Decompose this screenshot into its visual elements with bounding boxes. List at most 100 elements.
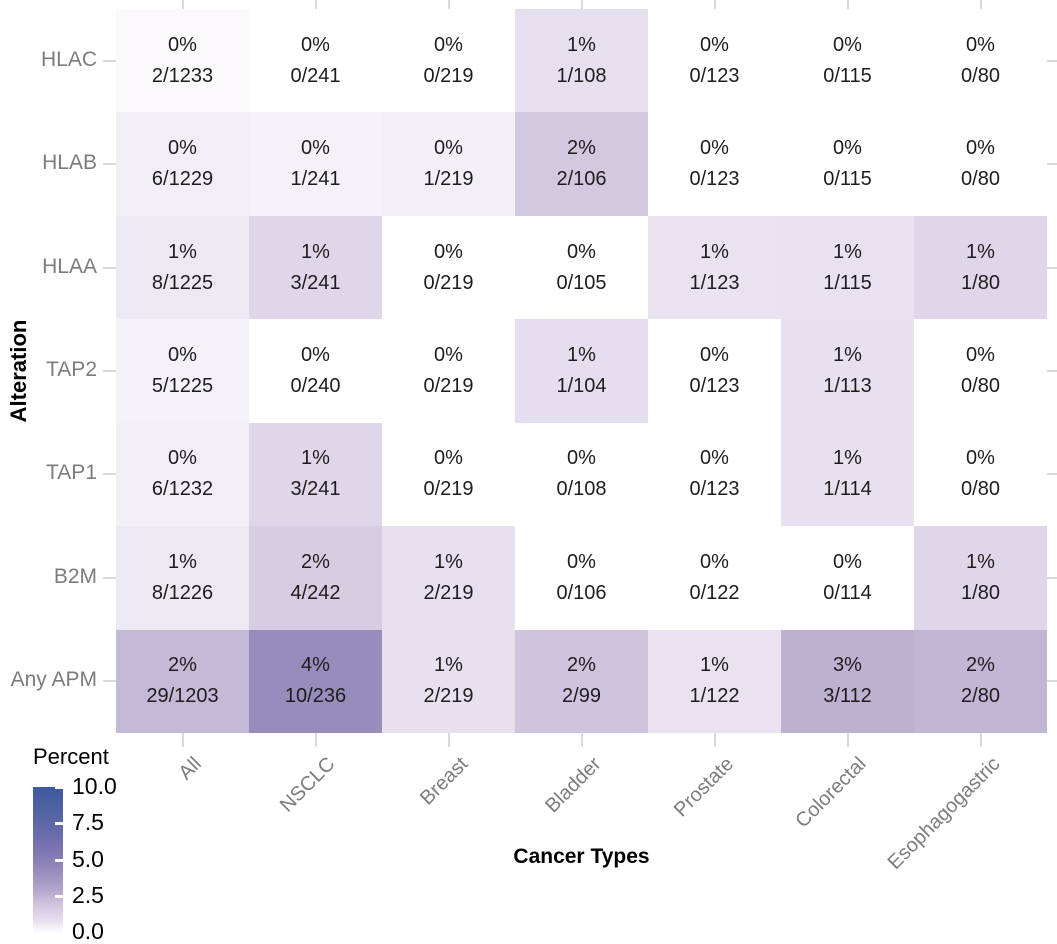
cell-fraction-label: 0/241	[290, 64, 341, 87]
heatmap-cell: 1% 2/219	[382, 629, 515, 733]
axis-tick	[713, 0, 716, 9]
y-axis-tick-label: TAP1	[46, 461, 97, 485]
cell-fraction-label: 1/241	[290, 168, 341, 191]
heatmap-cell: 0% 2/1233	[116, 9, 249, 113]
cell-fraction-label: 1/80	[961, 581, 1000, 604]
cell-percent-label: 0%	[966, 447, 995, 470]
heatmap-cell: 4% 10/236	[249, 629, 382, 733]
heatmap-cell: 0% 0/80	[914, 422, 1047, 527]
cell-percent-label: 1%	[567, 33, 596, 56]
cell-percent-label: 0%	[168, 343, 197, 366]
axis-tick	[181, 733, 184, 747]
y-axis-tick-label: HLAA	[42, 254, 97, 278]
cell-percent-label: 4%	[301, 654, 330, 677]
axis-tick	[181, 0, 184, 9]
cell-fraction-label: 0/122	[689, 581, 740, 604]
cell-percent-label: 0%	[168, 33, 197, 56]
heatmap-cell: 3% 3/112	[781, 629, 914, 733]
heatmap-cell: 1% 1/80	[914, 215, 1047, 320]
cell-percent-label: 0%	[833, 33, 862, 56]
axis-tick	[1047, 473, 1057, 476]
axis-tick	[1047, 680, 1057, 683]
cell-fraction-label: 2/219	[423, 581, 474, 604]
cell-percent-label: 0%	[301, 137, 330, 160]
heatmap-cell: 0% 0/106	[515, 526, 648, 630]
heatmap-cell: 0% 0/115	[781, 112, 914, 216]
axis-tick	[447, 0, 450, 9]
cell-fraction-label: 0/115	[823, 64, 872, 87]
cell-percent-label: 0%	[301, 33, 330, 56]
heatmap-cell: 1% 1/104	[515, 319, 648, 423]
legend-tick-label: 0.0	[72, 918, 104, 944]
cell-percent-label: 0%	[434, 137, 463, 160]
cell-percent-label: 0%	[567, 240, 596, 263]
axis-tick	[103, 370, 116, 372]
cell-percent-label: 1%	[434, 654, 463, 677]
cell-fraction-label: 10/236	[284, 685, 347, 708]
heatmap-cell: 0% 6/1232	[116, 422, 249, 527]
heatmap-cell: 1% 3/241	[249, 422, 382, 527]
cell-fraction-label: 1/123	[689, 271, 740, 294]
y-axis-tick-label: B2M	[53, 564, 97, 588]
cell-fraction-label: 0/123	[689, 168, 740, 191]
axis-tick	[846, 733, 849, 747]
heatmap-cell: 2% 2/80	[914, 629, 1047, 733]
heatmap-cell: 0% 0/105	[515, 215, 648, 320]
axis-tick	[580, 733, 583, 747]
cell-fraction-label: 1/113	[823, 374, 872, 397]
legend-tick-mark	[55, 858, 63, 862]
cell-fraction-label: 0/240	[290, 374, 341, 397]
cell-fraction-label: 2/99	[562, 685, 601, 708]
axis-tick	[580, 0, 583, 9]
cell-fraction-label: 1/114	[823, 478, 872, 501]
cell-fraction-label: 2/106	[556, 168, 607, 191]
heatmap-cell: 0% 0/219	[382, 422, 515, 527]
cell-percent-label: 2%	[168, 654, 197, 677]
cell-percent-label: 1%	[700, 240, 729, 263]
cell-fraction-label: 0/80	[961, 478, 1000, 501]
cell-fraction-label: 1/219	[423, 168, 474, 191]
heatmap-cell: 0% 0/123	[648, 422, 781, 527]
heatmap-cell: 0% 0/219	[382, 9, 515, 113]
cell-fraction-label: 3/241	[290, 478, 341, 501]
heatmap-cell: 0% 0/122	[648, 526, 781, 630]
cell-fraction-label: 0/80	[961, 168, 1000, 191]
cell-percent-label: 1%	[833, 447, 862, 470]
cell-fraction-label: 3/112	[823, 685, 872, 708]
cell-fraction-label: 0/219	[423, 478, 474, 501]
axis-tick	[979, 0, 982, 9]
cell-percent-label: 0%	[966, 137, 995, 160]
cell-percent-label: 1%	[301, 240, 330, 263]
cell-fraction-label: 0/219	[423, 271, 474, 294]
cell-fraction-label: 0/105	[556, 271, 607, 294]
cell-fraction-label: 2/1233	[151, 64, 214, 87]
cell-percent-label: 2%	[301, 550, 330, 573]
cell-fraction-label: 0/123	[689, 374, 740, 397]
cell-fraction-label: 6/1229	[151, 168, 214, 191]
cell-percent-label: 0%	[966, 343, 995, 366]
x-axis-tick-label: Colorectal	[791, 753, 872, 833]
legend-title: Percent	[33, 744, 109, 769]
heatmap-cell: 0% 1/241	[249, 112, 382, 216]
cell-percent-label: 1%	[833, 240, 862, 263]
axis-tick	[1047, 370, 1057, 372]
cell-percent-label: 2%	[567, 137, 596, 160]
x-axis-tick-label: Breast	[415, 753, 473, 810]
y-axis-tick-label: Any APM	[10, 668, 97, 692]
x-axis-tick-label: Bladder	[540, 753, 606, 818]
cell-percent-label: 0%	[567, 447, 596, 470]
cell-percent-label: 0%	[168, 137, 197, 160]
axis-tick	[103, 576, 116, 579]
x-axis-title: Cancer Types	[513, 845, 650, 868]
cell-percent-label: 0%	[434, 33, 463, 56]
legend-tick-label: 2.5	[72, 881, 104, 908]
heatmap-cell: 0% 0/219	[382, 215, 515, 320]
cell-percent-label: 2%	[966, 654, 995, 677]
cell-percent-label: 0%	[700, 550, 729, 573]
legend-tick-mark	[55, 894, 63, 898]
axis-tick	[103, 680, 116, 683]
heatmap-cell: 0% 0/123	[648, 9, 781, 113]
axis-tick	[103, 163, 116, 166]
heatmap-cell: 1% 8/1225	[116, 215, 249, 320]
